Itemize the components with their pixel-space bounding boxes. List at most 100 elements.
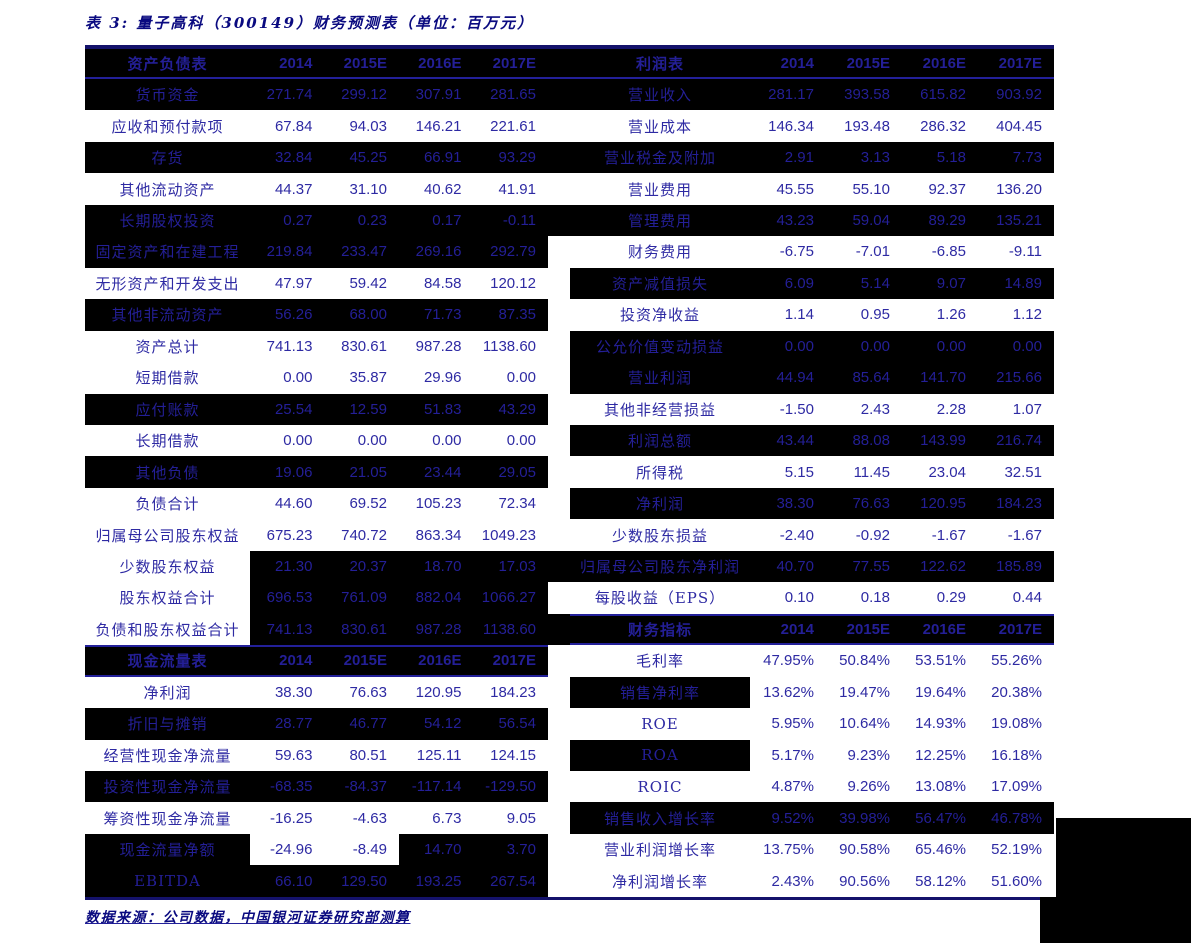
right-value-cell: 89.29: [902, 204, 978, 237]
left-row-label: 筹资性现金净流量: [85, 802, 250, 834]
left-value-cell: 72.34: [473, 487, 548, 520]
right-value-cell: 14.93%: [902, 708, 978, 740]
left-value-cell: 69.52: [324, 487, 399, 520]
right-value-cell: 2015E: [826, 45, 902, 79]
right-row-label: 投资净收益: [570, 299, 750, 331]
left-value-cell: 14.70: [399, 833, 474, 866]
right-value-cell: 185.89: [978, 550, 1054, 583]
left-value-cell: 35.87: [324, 362, 399, 394]
left-row-label: 归属母公司股东权益: [85, 519, 250, 551]
right-value-cell: 1.12: [978, 299, 1054, 331]
right-value-cell: 404.45: [978, 110, 1054, 142]
left-row-label: 投资性现金净流量: [85, 770, 250, 803]
left-value-cell: 41.91: [473, 173, 548, 205]
left-value-cell: -0.11: [473, 204, 548, 237]
right-value-cell: 3.13: [826, 141, 902, 174]
gutter: [548, 173, 570, 205]
table-row: 其他负债 19.06 21.05 23.44 29.05 所得税 5.15 11.45 23.0…: [85, 456, 1054, 488]
table-row: 长期股权投资 0.27 0.23 0.17 -0.11 管理费用 43.23 59.04 89.…: [85, 204, 1054, 237]
right-value-cell: 2017E: [978, 45, 1054, 79]
right-value-cell: -1.50: [750, 393, 826, 425]
left-value-cell: 741.13: [250, 613, 325, 646]
right-value-cell: -2.40: [750, 519, 826, 551]
left-value-cell: 46.77: [324, 708, 399, 740]
right-value-cell: 5.14: [826, 267, 902, 300]
left-row-label: 资产负债表: [85, 45, 250, 79]
left-value-cell: 0.17: [399, 204, 474, 237]
right-value-cell: 2.91: [750, 141, 826, 174]
right-row-label: 销售净利率: [570, 676, 750, 709]
gutter: [548, 267, 570, 300]
right-value-cell: 120.95: [902, 487, 978, 520]
right-row-label: 公允价值变动损益: [570, 330, 750, 363]
right-value-cell: 0.00: [750, 330, 826, 363]
gutter: [548, 141, 570, 174]
left-value-cell: 281.65: [473, 79, 548, 111]
right-value-cell: 40.70: [750, 550, 826, 583]
left-value-cell: 18.70: [399, 550, 474, 583]
left-value-cell: 54.12: [399, 708, 474, 740]
right-value-cell: -1.67: [978, 519, 1054, 551]
left-value-cell: 0.00: [473, 362, 548, 394]
left-value-cell: 21.30: [250, 550, 325, 583]
left-row-label: EBITDA: [85, 865, 250, 897]
left-value-cell: -4.63: [324, 802, 399, 834]
left-value-cell: 76.63: [324, 676, 399, 709]
right-value-cell: 215.66: [978, 362, 1054, 394]
right-value-cell: 43.44: [750, 424, 826, 457]
right-value-cell: 39.98%: [826, 802, 902, 834]
left-value-cell: 9.05: [473, 802, 548, 834]
left-value-cell: 31.10: [324, 173, 399, 205]
right-row-label: 财务指标: [570, 613, 750, 646]
right-value-cell: 2015E: [826, 613, 902, 646]
right-value-cell: 286.32: [902, 110, 978, 142]
right-value-cell: 90.58%: [826, 833, 902, 866]
left-value-cell: 2016E: [399, 45, 474, 79]
gutter: [548, 739, 570, 771]
right-row-label: 营业利润增长率: [570, 833, 750, 866]
left-value-cell: 184.23: [473, 676, 548, 709]
table-row: 折旧与摊销 28.77 46.77 54.12 56.54 ROE 5.95% 10.64% 1…: [85, 708, 1054, 740]
right-row-label: 少数股东损益: [570, 519, 750, 551]
gutter: [548, 330, 570, 363]
left-row-label: 其他负债: [85, 456, 250, 488]
gutter: [548, 456, 570, 488]
gutter: [548, 645, 570, 677]
left-row-label: 现金流量净额: [85, 833, 250, 866]
right-value-cell: 615.82: [902, 79, 978, 111]
gutter: [548, 362, 570, 394]
right-value-cell: 141.70: [902, 362, 978, 394]
left-row-label: 货币资金: [85, 79, 250, 111]
right-value-cell: 0.44: [978, 582, 1054, 614]
left-value-cell: 146.21: [399, 110, 474, 142]
right-value-cell: 53.51%: [902, 645, 978, 677]
right-row-label: 利润表: [570, 45, 750, 79]
right-row-label: 资产减值损失: [570, 267, 750, 300]
gutter: [548, 833, 570, 866]
right-value-cell: 90.56%: [826, 865, 902, 897]
left-value-cell: 87.35: [473, 299, 548, 331]
right-value-cell: 9.23%: [826, 739, 902, 771]
table-row: 净利润 38.30 76.63 120.95 184.23 销售净利率 13.62% 19.4…: [85, 676, 1054, 709]
right-row-label: 财务费用: [570, 236, 750, 268]
left-value-cell: 1066.27: [473, 582, 548, 614]
right-value-cell: 0.10: [750, 582, 826, 614]
right-value-cell: 393.58: [826, 79, 902, 111]
right-row-label: 归属母公司股东净利润: [570, 550, 750, 583]
left-value-cell: 56.54: [473, 708, 548, 740]
left-value-cell: -117.14: [399, 770, 474, 803]
right-row-label: ROE: [570, 708, 750, 740]
left-value-cell: 299.12: [324, 79, 399, 111]
left-value-cell: 0.00: [250, 424, 325, 457]
left-value-cell: 987.28: [399, 613, 474, 646]
table-row: 长期借款 0.00 0.00 0.00 0.00 利润总额 43.44 88.08 143.99…: [85, 424, 1054, 457]
left-value-cell: 307.91: [399, 79, 474, 111]
right-value-cell: -7.01: [826, 236, 902, 268]
gutter: [548, 613, 570, 646]
left-row-label: 少数股东权益: [85, 550, 250, 583]
financial-forecast-table: 资产负债表 2014 2015E 2016E 2017E 利润表 2014 2015E 2016…: [85, 45, 1054, 897]
left-value-cell: 233.47: [324, 236, 399, 268]
right-value-cell: 19.08%: [978, 708, 1054, 740]
left-value-cell: 740.72: [324, 519, 399, 551]
right-value-cell: 2.28: [902, 393, 978, 425]
